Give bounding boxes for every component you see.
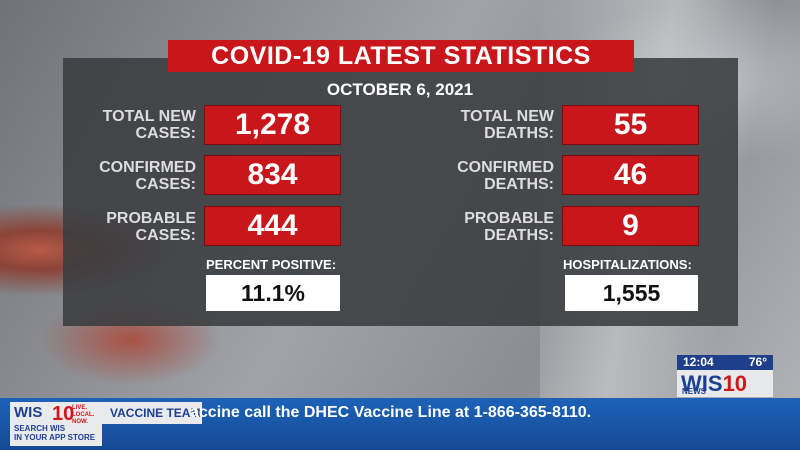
ticker-app-promo: SEARCH WIS IN YOUR APP STORE bbox=[14, 424, 95, 442]
clock-time: 12:04 bbox=[683, 355, 714, 369]
app-promo-line: IN YOUR APP STORE bbox=[14, 433, 96, 442]
label-line: CASES: bbox=[135, 176, 196, 193]
logo-sub: NEWS bbox=[682, 387, 706, 396]
ticker-category-tag: VACCINE TEAM bbox=[102, 402, 202, 424]
app-promo-line: SEARCH WIS bbox=[14, 424, 66, 433]
label-line: DEATHS: bbox=[484, 227, 554, 244]
total-new-deaths-value: 55 bbox=[562, 105, 699, 145]
ticker-logo-main: WIS bbox=[14, 404, 43, 421]
total-new-deaths-label: TOTAL NEW DEATHS: bbox=[424, 108, 554, 142]
confirmed-deaths-label: CONFIRMED DEATHS: bbox=[424, 159, 554, 193]
time-temp-bar: 12:04 76° bbox=[677, 355, 773, 370]
confirmed-deaths-value: 46 bbox=[562, 155, 699, 195]
label-line: CONFIRMED bbox=[99, 159, 196, 176]
station-bug: 12:04 76° WIS10 NEWS bbox=[677, 355, 773, 397]
label-line: CASES: bbox=[135, 227, 196, 244]
probable-deaths-label: PROBABLE DEATHS: bbox=[424, 210, 554, 244]
total-new-cases-label: TOTAL NEW CASES: bbox=[70, 108, 196, 142]
ticker-logo-number: 10 bbox=[52, 403, 75, 425]
total-new-cases-value: 1,278 bbox=[204, 105, 341, 145]
label-line: TOTAL NEW bbox=[460, 108, 554, 125]
label-line: PROBABLE bbox=[106, 210, 196, 227]
label-line: DEATHS: bbox=[484, 176, 554, 193]
confirmed-cases-label: CONFIRMED CASES: bbox=[70, 159, 196, 193]
label-line: DEATHS: bbox=[484, 125, 554, 142]
ticker-logo: WIS 10 LIVE. LOCAL. NOW. SEARCH WIS IN Y… bbox=[10, 402, 102, 446]
percent-positive-value: 11.1% bbox=[206, 275, 340, 311]
ticker-headline: accine call the DHEC Vaccine Line at 1-8… bbox=[190, 404, 592, 421]
confirmed-cases-value: 834 bbox=[204, 155, 341, 195]
label-line: PROBABLE bbox=[464, 210, 554, 227]
logo-number: 10 bbox=[722, 371, 748, 396]
temperature: 76° bbox=[748, 355, 767, 369]
probable-cases-value: 444 bbox=[204, 206, 341, 246]
hospitalizations-value: 1,555 bbox=[565, 275, 698, 311]
logo-main: WIS bbox=[681, 371, 723, 396]
probable-deaths-value: 9 bbox=[562, 206, 699, 246]
wis-news-logo: WIS10 NEWS bbox=[677, 370, 773, 397]
label-line: CASES: bbox=[135, 125, 196, 142]
probable-cases-label: PROBABLE CASES: bbox=[70, 210, 196, 244]
page-title: COVID-19 LATEST STATISTICS bbox=[168, 40, 634, 72]
stats-date: OCTOBER 6, 2021 bbox=[326, 80, 474, 99]
percent-positive-label: PERCENT POSITIVE: bbox=[206, 257, 337, 272]
label-line: CONFIRMED bbox=[457, 159, 554, 176]
label-line: TOTAL NEW bbox=[102, 108, 196, 125]
ticker-logo-tagline: LIVE. LOCAL. NOW. bbox=[72, 405, 95, 425]
hospitalizations-label: HOSPITALIZATIONS: bbox=[563, 257, 692, 272]
